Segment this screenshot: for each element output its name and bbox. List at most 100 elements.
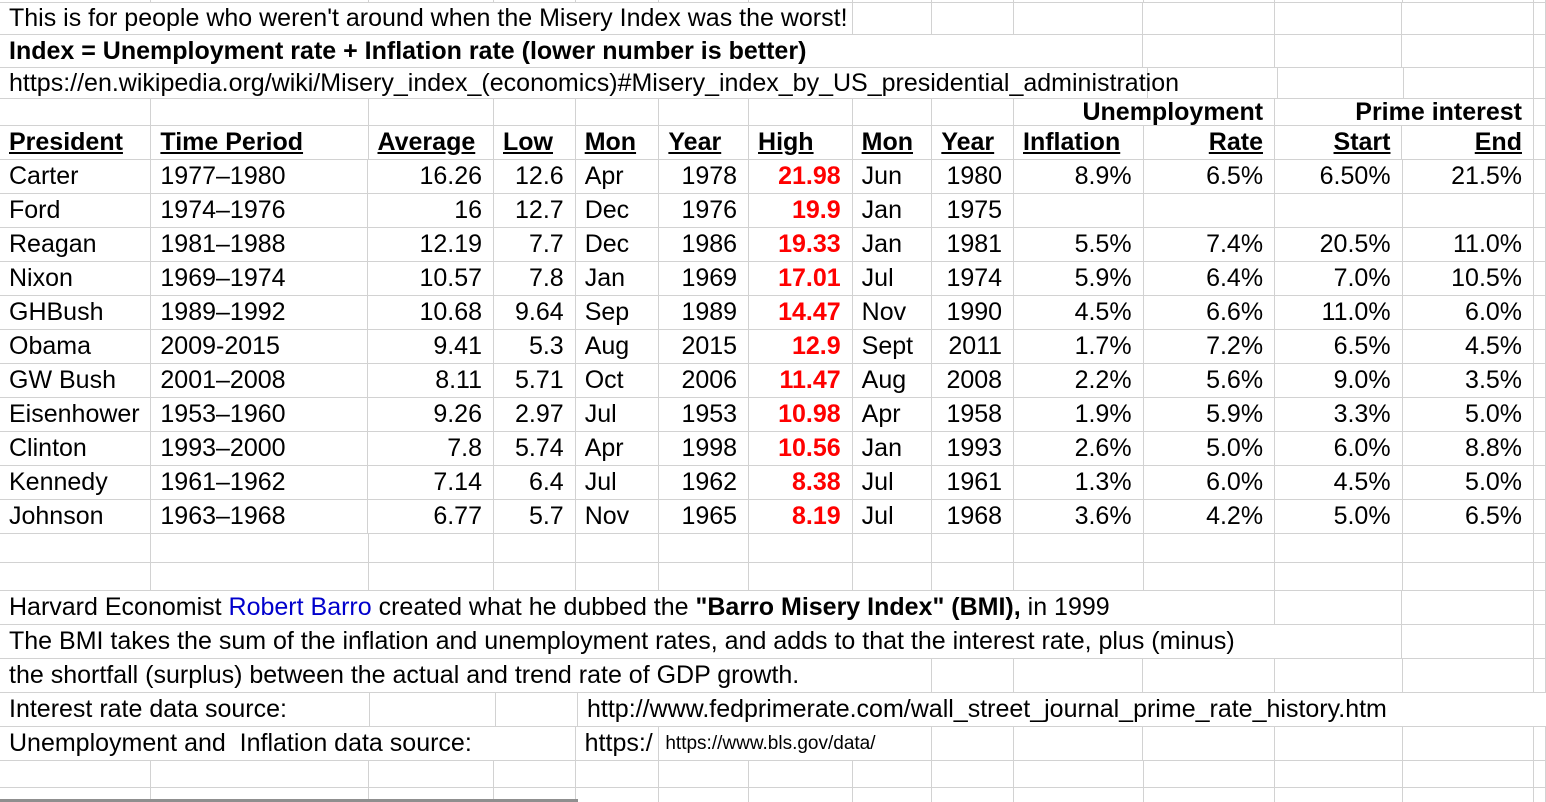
empty-cell[interactable]	[853, 3, 933, 34]
empty-cell[interactable]	[369, 761, 494, 787]
empty-cell[interactable]	[576, 563, 660, 590]
footer-interest-label[interactable]: Interest rate data source:	[0, 693, 370, 726]
empty-cell[interactable]	[151, 99, 369, 125]
empty-cell[interactable]	[659, 761, 750, 787]
cell-prime_end[interactable]: 4.5%	[1403, 330, 1535, 363]
cell-average[interactable]: 12.19	[368, 228, 494, 261]
group-header-prime-interest[interactable]: Prime interest	[1275, 99, 1535, 125]
header-prime_start[interactable]: Start	[1275, 126, 1403, 159]
empty-cell[interactable]	[1403, 788, 1534, 802]
cell-inflation[interactable]: 5.5%	[1014, 228, 1144, 261]
empty-cell[interactable]	[1275, 761, 1403, 787]
cell-low_year[interactable]: 1978	[659, 160, 750, 193]
empty-cell[interactable]	[1144, 563, 1276, 590]
empty-cell[interactable]	[576, 761, 660, 787]
cell-low[interactable]: 6.4	[494, 466, 576, 499]
empty-cell[interactable]	[853, 761, 933, 787]
cell-inflation[interactable]: 3.6%	[1014, 500, 1144, 533]
cell-period[interactable]: 1963–1968	[151, 500, 369, 533]
cell-high_year[interactable]: 1993	[932, 432, 1015, 465]
empty-cell[interactable]	[749, 788, 853, 802]
cell-prime_start[interactable]: 3.3%	[1275, 398, 1403, 431]
cell-prime_start[interactable]	[1275, 194, 1403, 227]
cell-high_mon[interactable]: Sept	[853, 330, 933, 363]
cell-unemp_rate[interactable]	[1144, 194, 1276, 227]
cell-prime_end[interactable]: 3.5%	[1403, 364, 1535, 397]
empty-cell[interactable]	[1402, 591, 1534, 624]
cell-prime_end[interactable]: 10.5%	[1403, 262, 1535, 295]
cell-unemp_rate[interactable]: 6.6%	[1144, 296, 1276, 329]
cell-low_mon[interactable]: Jan	[576, 262, 660, 295]
empty-cell[interactable]	[1278, 68, 1405, 98]
note-line2[interactable]: Index = Unemployment rate + Inflation ra…	[0, 35, 1144, 67]
footer-bmi-line3[interactable]: the shortfall (surplus) between the actu…	[0, 659, 933, 692]
cell-average[interactable]: 10.57	[368, 262, 494, 295]
cell-low_mon[interactable]: Apr	[576, 432, 660, 465]
cell-president[interactable]: GW Bush	[0, 364, 152, 397]
empty-cell[interactable]	[1143, 659, 1275, 692]
empty-cell[interactable]	[1275, 727, 1403, 760]
cell-inflation[interactable]: 1.3%	[1014, 466, 1144, 499]
empty-cell[interactable]	[494, 563, 576, 590]
cell-low_year[interactable]: 1953	[659, 398, 750, 431]
cell-high_year[interactable]: 1968	[932, 500, 1015, 533]
cell-high_year[interactable]: 1975	[932, 194, 1015, 227]
cell-high[interactable]: 21.98	[749, 160, 853, 193]
cell-average[interactable]: 7.8	[368, 432, 494, 465]
cell-prime_end[interactable]: 6.5%	[1403, 500, 1535, 533]
cell-prime_start[interactable]: 6.5%	[1275, 330, 1403, 363]
empty-cell[interactable]	[1275, 3, 1403, 34]
empty-cell[interactable]	[1014, 788, 1144, 802]
cell-low_mon[interactable]: Jul	[576, 466, 660, 499]
empty-cell[interactable]	[1148, 68, 1278, 98]
cell-inflation[interactable]	[1014, 194, 1144, 227]
cell-prime_end[interactable]: 5.0%	[1403, 466, 1535, 499]
cell-unemp_rate[interactable]: 4.2%	[1144, 500, 1276, 533]
cell-high_mon[interactable]: Jun	[853, 160, 933, 193]
cell-high_year[interactable]: 1990	[932, 296, 1015, 329]
empty-cell[interactable]	[1403, 761, 1534, 787]
footer-bmi-line2[interactable]: The BMI takes the sum of the inflation a…	[0, 625, 1403, 658]
empty-cell[interactable]	[0, 563, 152, 590]
empty-cell[interactable]	[1275, 534, 1403, 562]
empty-cell[interactable]	[1275, 591, 1403, 624]
cell-low_mon[interactable]: Dec	[576, 228, 660, 261]
cell-president[interactable]: Johnson	[0, 500, 152, 533]
header-period[interactable]: Time Period	[151, 126, 369, 159]
cell-low[interactable]: 5.71	[494, 364, 576, 397]
cell-low[interactable]: 5.3	[494, 330, 576, 363]
empty-cell[interactable]	[0, 788, 152, 802]
cell-low[interactable]: 5.7	[494, 500, 576, 533]
cell-period[interactable]: 1989–1992	[151, 296, 369, 329]
cell-prime_start[interactable]: 6.50%	[1275, 160, 1403, 193]
empty-cell[interactable]	[1014, 3, 1144, 34]
empty-cell[interactable]	[659, 788, 750, 802]
empty-cell[interactable]	[1014, 563, 1144, 590]
cell-unemp_rate[interactable]: 7.4%	[1144, 228, 1276, 261]
cell-period[interactable]: 2009-2015	[151, 330, 369, 363]
empty-cell[interactable]	[151, 563, 369, 590]
cell-high_year[interactable]: 1981	[932, 228, 1015, 261]
header-prime_end[interactable]: End	[1402, 126, 1534, 159]
header-high[interactable]: High	[749, 126, 853, 159]
cell-inflation[interactable]: 2.2%	[1014, 364, 1144, 397]
cell-inflation[interactable]: 8.9%	[1014, 160, 1144, 193]
header-low[interactable]: Low	[494, 126, 576, 159]
cell-low[interactable]: 12.6	[494, 160, 576, 193]
empty-cell[interactable]	[369, 534, 494, 562]
cell-prime_end[interactable]: 11.0%	[1403, 228, 1535, 261]
header-high_year[interactable]: Year	[932, 126, 1015, 159]
cell-high_mon[interactable]: Aug	[853, 364, 933, 397]
footer-harvard-line[interactable]: Harvard Economist Robert Barro created w…	[0, 591, 1275, 624]
empty-cell[interactable]	[932, 3, 1014, 34]
empty-cell[interactable]	[151, 788, 369, 802]
empty-cell[interactable]	[0, 534, 152, 562]
cell-high_year[interactable]: 1980	[932, 160, 1015, 193]
empty-cell[interactable]	[576, 99, 660, 125]
cell-low[interactable]: 7.8	[494, 262, 576, 295]
cell-average[interactable]: 9.26	[368, 398, 494, 431]
cell-prime_start[interactable]: 20.5%	[1275, 228, 1403, 261]
cell-inflation[interactable]: 2.6%	[1014, 432, 1144, 465]
cell-low_mon[interactable]: Oct	[576, 364, 660, 397]
cell-average[interactable]: 16	[368, 194, 494, 227]
